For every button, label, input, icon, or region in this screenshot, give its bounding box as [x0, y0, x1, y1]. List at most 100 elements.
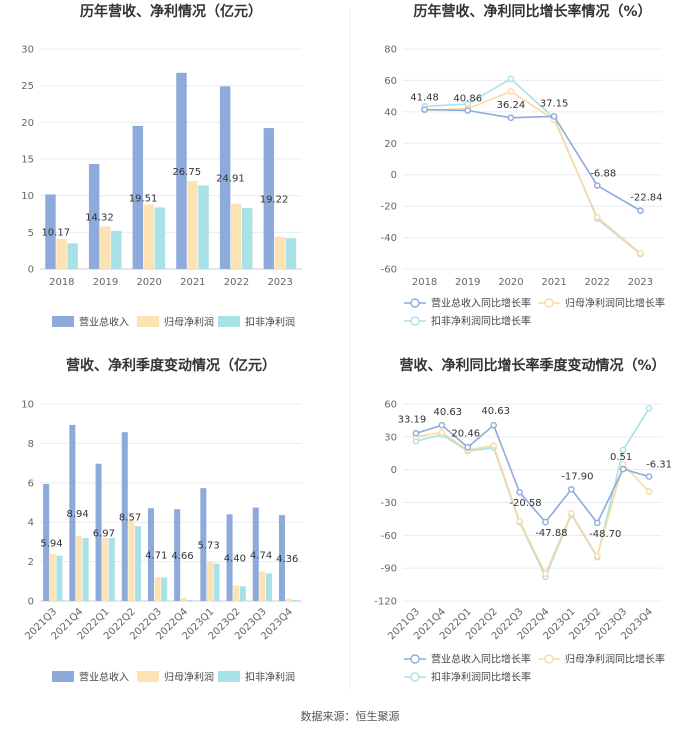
bar-data-label: 4.40 — [224, 554, 246, 565]
bar-data-label: 4.74 — [250, 550, 272, 561]
x-tick-label: 2019 — [455, 277, 480, 288]
bar-deducted-profit — [187, 600, 194, 601]
legend-item[interactable]: 营业总收入同比增长率 — [404, 653, 531, 666]
legend-item[interactable]: 扣非净利润同比增长率 — [404, 315, 531, 328]
legend-swatch — [218, 316, 240, 327]
line-data-label: 40.63 — [481, 406, 510, 417]
y-tick-label: -90 — [381, 564, 397, 575]
legend-item[interactable]: 营业总收入 — [52, 671, 129, 684]
y-tick-label: 60 — [384, 400, 397, 411]
legend-label: 扣非净利润同比增长率 — [431, 671, 531, 684]
line-data-label: 40.86 — [453, 94, 482, 105]
legend-label: 扣非净利润 — [245, 316, 295, 329]
bar-net-profit — [180, 598, 187, 601]
annual-line-chart: 历年营收、净利同比增长率情况（%） -60 -40 -20 0 20 40 60 80 2018 2… — [381, 3, 665, 328]
bar-net-profit — [128, 520, 135, 601]
legend-item[interactable]: 营业总收入同比增长率 — [404, 297, 531, 310]
line-point — [542, 570, 549, 577]
y-tick-label: -120 — [374, 597, 397, 608]
line-data-label: -47.88 — [535, 528, 567, 539]
y-tick-label: 40 — [384, 107, 397, 118]
legend-swatch-marker — [544, 654, 554, 664]
line-point — [516, 517, 523, 525]
line-point — [464, 107, 472, 114]
bar-deducted-profit — [135, 526, 142, 601]
data-source-text: 数据来源：恒生聚源 — [301, 709, 400, 723]
y-tick-label: 20 — [384, 139, 397, 150]
annual-bar-chart: 历年营收、净利情况（亿元） 0 5 10 15 20 25 30 2018 2019 2020 202… — [21, 3, 302, 329]
bar-revenue — [174, 509, 181, 601]
legend-item[interactable]: 归母净利润 — [137, 671, 214, 684]
line-point — [438, 429, 446, 436]
y-tick-label: 0 — [391, 170, 397, 181]
line-data-label: -6.88 — [590, 169, 616, 180]
line-data-label: 40.63 — [434, 407, 463, 418]
quarter-line-title: 营收、净利同比增长率季度变动情况（%） — [399, 357, 665, 374]
legend-item[interactable]: 归母净利润 — [137, 316, 214, 329]
bar-net-profit — [102, 537, 109, 601]
x-tick-label: 2023 — [267, 277, 292, 288]
bar-data-label: 19.51 — [129, 193, 158, 204]
line-point — [645, 405, 653, 412]
bar-net-profit — [187, 181, 198, 269]
bar-revenue — [200, 488, 207, 601]
legend-label: 营业总收入同比增长率 — [431, 653, 531, 666]
bar-deducted-profit — [56, 555, 63, 601]
legend-item[interactable]: 扣非净利润 — [218, 671, 295, 684]
bar-revenue — [278, 515, 285, 601]
legend-label: 归母净利润同比增长率 — [565, 653, 665, 666]
bar-data-label: 26.75 — [172, 167, 201, 178]
y-tick-label: 6 — [28, 478, 34, 489]
bar-deducted-profit — [266, 573, 273, 601]
legend-swatch-marker — [410, 654, 420, 664]
legend-label: 营业总收入同比增长率 — [431, 297, 531, 310]
legend-swatch — [137, 316, 159, 327]
bar-data-label: 24.91 — [216, 174, 245, 185]
x-tick-label: 2021 — [541, 277, 566, 288]
line-net-profit-line — [415, 431, 650, 576]
x-tick-label: 2018 — [412, 277, 437, 288]
quarter-bar-title: 营收、净利季度变动情况（亿元） — [66, 357, 276, 374]
bar-deducted-profit — [242, 208, 253, 269]
bar-net-profit — [230, 203, 242, 269]
x-tick-label: 2022 — [585, 277, 610, 288]
bar-revenue — [95, 463, 102, 601]
legend-item[interactable]: 归母净利润同比增长率 — [538, 653, 665, 666]
line-data-label: 41.48 — [410, 93, 439, 104]
bar-net-profit — [259, 571, 266, 601]
bar-data-label: 6.97 — [93, 528, 115, 539]
y-tick-label: 10 — [21, 191, 34, 202]
legend-item[interactable]: 扣非净利润同比增长率 — [404, 671, 531, 684]
y-tick-label: 60 — [384, 76, 397, 87]
y-tick-label: 0 — [391, 465, 397, 476]
line-point — [550, 113, 558, 120]
line-point — [645, 473, 653, 480]
line-point — [637, 249, 644, 257]
line-data-label: 36.24 — [497, 100, 526, 111]
line-data-label: -22.84 — [630, 193, 662, 204]
bar-data-label: 10.17 — [41, 228, 70, 239]
legend-swatch-marker — [410, 316, 420, 326]
y-tick-label: -60 — [381, 265, 397, 276]
bar-deducted-profit — [213, 563, 220, 601]
line-net-profit-line — [424, 90, 641, 254]
bar-revenue — [121, 432, 128, 601]
line-point — [619, 446, 627, 454]
bar-deducted-profit — [239, 586, 246, 601]
legend-item[interactable]: 归母净利润同比增长率 — [538, 297, 665, 310]
line-point — [542, 518, 549, 526]
bar-net-profit — [206, 561, 214, 601]
legend-item[interactable]: 营业总收入 — [52, 316, 129, 329]
legend-swatch-marker — [410, 672, 420, 682]
annual-bar-title: 历年营收、净利情况（亿元） — [80, 3, 262, 20]
bar-data-label: 8.94 — [67, 509, 89, 520]
y-tick-label: 5 — [28, 228, 34, 239]
legend-item[interactable]: 扣非净利润 — [218, 316, 295, 329]
x-tick-label: 2020 — [136, 277, 161, 288]
line-point — [516, 488, 523, 496]
y-tick-label: 30 — [384, 432, 397, 443]
line-data-label: -17.90 — [561, 471, 593, 482]
line-revenue-line — [415, 423, 650, 525]
bar-revenue — [219, 86, 231, 270]
line-deducted-profit-line — [424, 77, 641, 255]
